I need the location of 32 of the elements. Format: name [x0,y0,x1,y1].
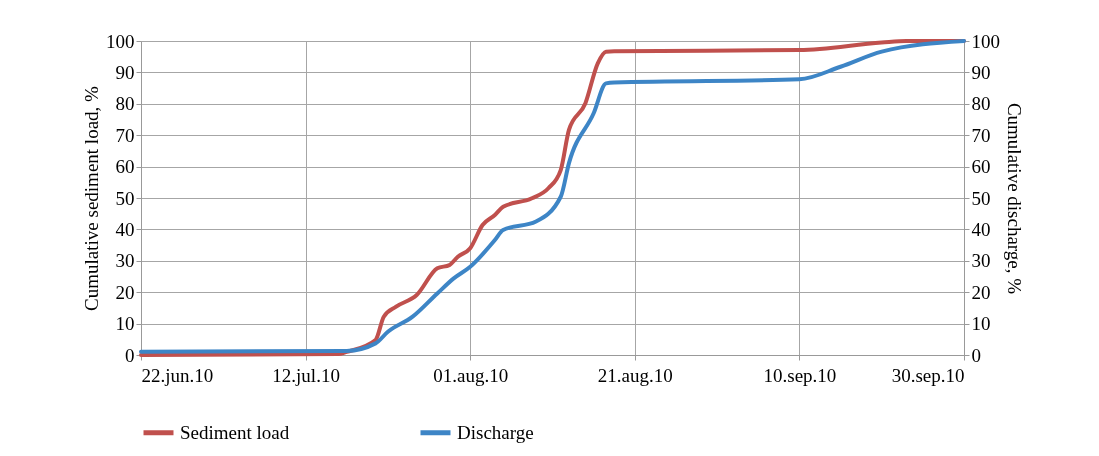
y2-tick-label: 30 [971,250,991,272]
y-tick-label: 60 [115,156,135,178]
x-tick-label: 10.sep.10 [763,364,837,386]
y2-tick-label: 0 [971,344,981,366]
y2-axis-title: Cumulative discharge, % [1004,102,1025,295]
y2-tick-label: 10 [971,313,991,335]
x-tick-label: 12.jul.10 [272,364,340,386]
legend-label: Discharge [457,421,534,443]
y-tick-label: 0 [125,344,135,366]
y-tick-label: 100 [106,30,135,52]
y-tick-label: 30 [115,250,135,272]
y-axis-title: Cumulative sediment load, % [81,85,102,311]
y2-tick-label: 40 [971,218,991,240]
x-tick-label: 22.jun.10 [141,364,214,386]
y2-tick-label: 80 [971,93,991,115]
y2-tick-label: 100 [971,30,1000,52]
y-tick-label: 90 [115,61,135,83]
y-tick-label: 70 [115,124,135,146]
y2-tick-label: 20 [971,281,991,303]
y-tick-label: 10 [115,313,135,335]
x-tick-label: 30.sep.10 [891,364,965,386]
y-tick-label: 40 [115,218,135,240]
legend-label: Sediment load [180,421,290,443]
x-tick-label: 21.aug.10 [597,364,673,386]
x-tick-label: 01.aug.10 [433,364,509,386]
y-tick-label: 50 [115,187,135,209]
y2-tick-label: 60 [971,156,991,178]
y-tick-label: 80 [115,93,135,115]
y2-tick-label: 90 [971,61,991,83]
y2-tick-label: 70 [971,124,991,146]
y-tick-label: 20 [115,281,135,303]
y2-tick-label: 50 [971,187,991,209]
